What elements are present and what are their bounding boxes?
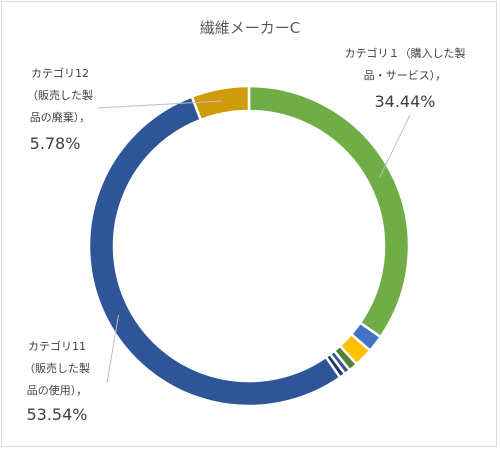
donut-slice-8 xyxy=(190,84,251,122)
donut-slice-7 xyxy=(87,95,342,408)
label-slice-11-line-1: カテゴリ11 xyxy=(28,339,86,353)
label-slice-11-line-2: （販売した製 xyxy=(24,361,90,375)
label-slice-11: カテゴリ11 （販売した製 品の使用）， 53.54% xyxy=(24,339,90,424)
label-slice-11-line-3: 品の使用）， xyxy=(27,384,88,397)
label-slice-12-line-3: 品の廃棄）， xyxy=(30,110,91,124)
label-slice-12-line-2: （販売した製 xyxy=(27,88,93,102)
leader-line-slice-1 xyxy=(379,114,411,178)
label-slice-1-line-2: 品・サービス）， xyxy=(364,69,447,82)
slices-group xyxy=(87,84,411,408)
label-slice-11-value: 53.54% xyxy=(26,405,87,424)
label-slice-12: カテゴリ12 （販売した製 品の廃棄）， 5.78% xyxy=(27,66,93,153)
label-slice-1-line-1: カテゴリ１（購入した製 xyxy=(345,46,466,60)
leader-lines xyxy=(97,100,411,384)
leader-line-slice-11 xyxy=(106,314,120,384)
donut-slice-1 xyxy=(247,84,411,339)
label-slice-12-line-1: カテゴリ12 xyxy=(31,66,89,80)
leader-line-slice-12 xyxy=(97,100,223,109)
label-slice-1-value: 34.44% xyxy=(374,92,435,111)
chart-title: 繊維メーカーC xyxy=(200,19,300,37)
label-slice-12-value: 5.78% xyxy=(30,134,81,153)
label-slice-1: カテゴリ１（購入した製 品・サービス）， 34.44% xyxy=(345,46,466,111)
